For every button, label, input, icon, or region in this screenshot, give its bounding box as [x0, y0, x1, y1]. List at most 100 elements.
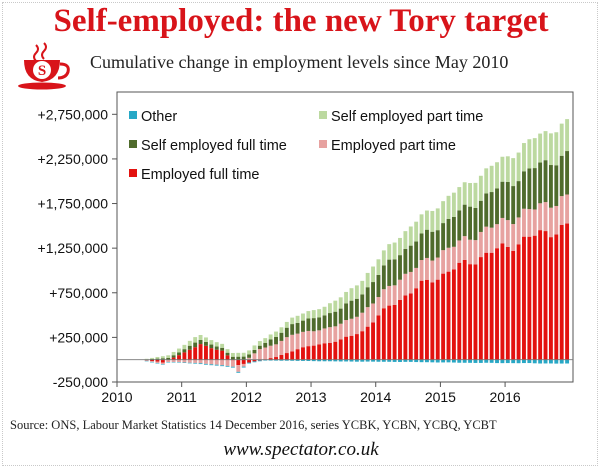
bar-segment-self-employed-part-time — [522, 143, 526, 172]
chart-title: Self-employed: the new Tory target — [53, 3, 549, 39]
bar-segment-self-employed-full-time — [554, 165, 559, 206]
bar-segment-other — [241, 366, 246, 368]
bar-segment-employed-full-time — [317, 344, 322, 360]
bar-segment-self-employed-full-time — [538, 162, 543, 204]
bar-segment-self-employed-part-time — [225, 349, 230, 353]
website-link[interactable]: www.spectator.co.uk — [223, 439, 379, 460]
bar-segment-other — [408, 359, 413, 362]
bar-segment-self-employed-part-time — [478, 175, 483, 201]
bar-segment-self-employed-full-time — [225, 352, 230, 356]
bar-segment-other — [430, 359, 435, 363]
bar-segment-employed-part-time — [166, 359, 171, 362]
bar-segment-employed-part-time — [381, 289, 386, 309]
y-tick-label: +2,250,000 — [38, 151, 109, 167]
bar-segment-employed-full-time — [559, 225, 564, 360]
bar-segment-other — [489, 359, 494, 363]
bar-segment-other — [527, 359, 532, 364]
bar-segment-employed-full-time — [543, 231, 548, 360]
bar-segment-self-employed-part-time — [446, 195, 451, 219]
bar-segment-other — [322, 359, 327, 362]
bar-segment-employed-part-time — [295, 333, 300, 350]
bar-segment-employed-full-time — [171, 357, 176, 360]
bar-segment-employed-full-time — [451, 269, 456, 360]
bar-segment-employed-full-time — [268, 358, 273, 360]
logo-letter: S — [38, 63, 46, 79]
x-tick-label: 2014 — [360, 389, 391, 405]
bar-segment-employed-full-time — [225, 355, 230, 360]
bar-segment-other — [446, 359, 451, 363]
y-tick-label: +2,750,000 — [38, 106, 109, 122]
bar-segment-other — [155, 362, 160, 364]
bar-segment-employed-part-time — [274, 344, 278, 358]
bar-segment-other — [209, 364, 214, 366]
bar-segment-self-employed-part-time — [419, 214, 424, 234]
legend-item-employed-part-time: Employed part time — [319, 138, 456, 154]
bar-segment-employed-part-time — [565, 194, 570, 224]
bar-segment-employed-full-time — [204, 345, 208, 360]
bar-segment-employed-full-time — [392, 304, 397, 360]
bar-segment-self-employed-full-time — [198, 339, 203, 345]
bar-segment-other — [171, 361, 176, 363]
bar-segment-employed-part-time — [360, 312, 365, 332]
bar-segment-self-employed-part-time — [333, 300, 338, 312]
bar-segment-other — [344, 359, 349, 362]
bar-segment-self-employed-part-time — [435, 208, 440, 231]
bar-segment-self-employed-part-time — [462, 182, 467, 205]
bar-segment-employed-part-time — [527, 209, 532, 237]
bar-segment-self-employed-full-time — [532, 168, 537, 210]
bar-segment-employed-part-time — [419, 260, 424, 281]
bar-segment-employed-full-time — [322, 343, 327, 360]
legend-label: Self employed part time — [331, 109, 483, 125]
bar-segment-employed-full-time — [252, 359, 257, 362]
bar-segment-self-employed-part-time — [360, 280, 365, 295]
bar-segment-employed-part-time — [204, 359, 208, 364]
bar-segment-other — [220, 365, 225, 367]
bar-segment-employed-full-time — [565, 223, 570, 360]
bar-segment-employed-part-time — [301, 331, 305, 348]
bar-segment-self-employed-part-time — [425, 210, 429, 230]
bar-segment-employed-part-time — [333, 326, 338, 342]
bar-segment-employed-full-time — [511, 250, 516, 360]
bar-segment-self-employed-part-time — [247, 350, 252, 355]
bar-segment-employed-part-time — [306, 330, 311, 347]
bar-segment-employed-part-time — [268, 345, 273, 359]
bar-segment-employed-full-time — [522, 236, 526, 360]
bar-segment-self-employed-part-time — [198, 334, 203, 340]
bar-segment-employed-part-time — [441, 250, 446, 274]
bar-segment-self-employed-part-time — [338, 297, 343, 309]
bar-segment-other — [500, 359, 505, 364]
bar-segment-self-employed-full-time — [257, 345, 262, 350]
bar-segment-employed-part-time — [322, 328, 327, 344]
bar-segment-other — [559, 359, 564, 364]
bar-segment-self-employed-part-time — [381, 250, 386, 266]
bar-segment-self-employed-full-time — [204, 341, 208, 346]
bar-segment-employed-full-time — [478, 257, 483, 360]
bar-segment-employed-part-time — [214, 359, 219, 365]
bar-segment-employed-part-time — [468, 239, 473, 265]
bar-segment-employed-part-time — [230, 360, 235, 367]
bar-segment-self-employed-full-time — [360, 294, 365, 313]
bar-segment-employed-full-time — [193, 347, 198, 360]
legend-swatch — [319, 140, 327, 148]
bar-segment-employed-full-time — [532, 235, 537, 360]
bar-segment-employed-part-time — [317, 330, 322, 345]
bar-segment-employed-part-time — [478, 231, 483, 258]
legend-swatch — [129, 111, 137, 119]
bar-segment-self-employed-part-time — [193, 337, 198, 343]
bar-segment-self-employed-part-time — [365, 272, 370, 288]
bar-segment-self-employed-part-time — [489, 165, 494, 193]
bar-segment-employed-full-time — [408, 293, 413, 360]
bar-segment-other — [306, 359, 311, 361]
bar-segment-employed-full-time — [484, 252, 489, 360]
bar-segment-employed-part-time — [144, 360, 149, 361]
bar-segment-employed-full-time — [241, 359, 246, 364]
bar-segment-employed-part-time — [354, 316, 359, 335]
bar-segment-self-employed-part-time — [230, 352, 235, 357]
legend-swatch — [129, 169, 137, 177]
bar-segment-self-employed-full-time — [274, 336, 278, 345]
bar-segment-self-employed-full-time — [392, 259, 397, 286]
bar-segment-self-employed-part-time — [274, 331, 278, 337]
bar-segment-self-employed-full-time — [408, 245, 413, 272]
bar-segment-self-employed-part-time — [241, 352, 246, 357]
